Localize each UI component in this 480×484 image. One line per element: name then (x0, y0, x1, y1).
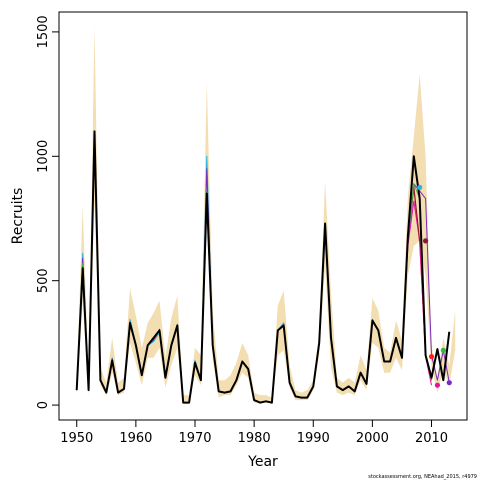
y-tick-label-500: 500 (36, 268, 51, 293)
endpoint-point-1 (423, 238, 429, 244)
y-axis-label: Recruits (10, 188, 26, 245)
endpoint-point-0 (417, 184, 423, 190)
plot-frame (58, 11, 468, 421)
y-tick-label-1000: 1000 (36, 140, 51, 173)
x-tick-label-2000: 2000 (356, 431, 389, 446)
confidence-band-layer (76, 26, 456, 404)
endpoint-point-3 (434, 382, 441, 388)
x-tick-label-2010: 2010 (415, 431, 448, 446)
y-axis: 0 500 1000 1500 (36, 15, 60, 409)
confidence-band (76, 26, 456, 404)
credit-text: stockassessment.org, NEAhad_2015, r4979 (368, 474, 477, 480)
x-axis-label: Year (247, 454, 278, 470)
series-line-4 (76, 134, 432, 404)
series-layer (75, 130, 451, 404)
x-tick-label-1950: 1950 (60, 431, 93, 446)
series-line-1 (76, 135, 427, 404)
endpoint-point-5 (446, 380, 452, 386)
y-tick-label-1500: 1500 (36, 15, 51, 48)
x-tick-label-1980: 1980 (238, 431, 271, 446)
endpoint-point-4 (440, 347, 446, 353)
x-tick-label-1960: 1960 (119, 431, 152, 446)
x-tick-label-1990: 1990 (297, 431, 330, 446)
x-tick-label-1970: 1970 (178, 431, 211, 446)
endpoint-point-2 (428, 353, 435, 360)
endpoint-layer (417, 184, 452, 388)
series-line-0 (75, 130, 451, 404)
x-axis: 1950 1960 1970 1980 1990 2000 2010 (60, 419, 448, 446)
y-tick-label-0: 0 (36, 401, 51, 409)
